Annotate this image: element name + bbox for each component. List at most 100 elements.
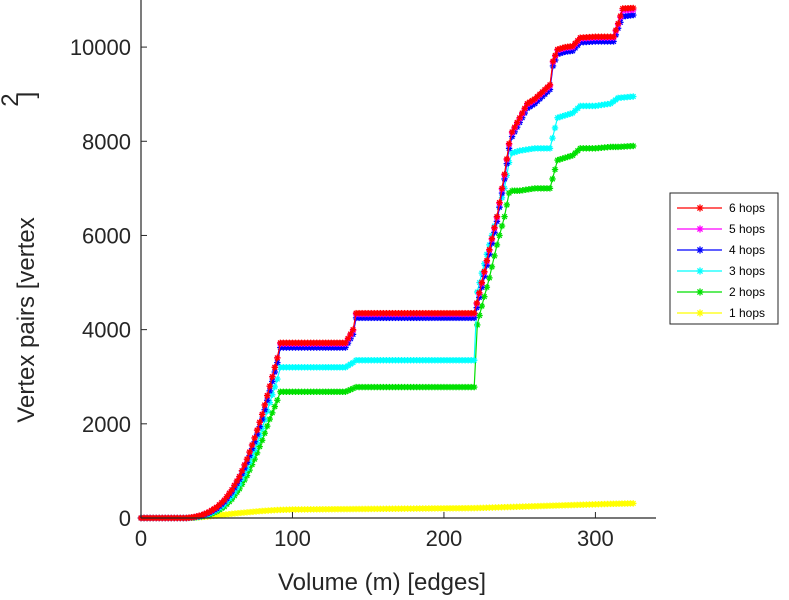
series-marker xyxy=(551,124,559,132)
series-marker xyxy=(486,274,493,282)
y-ticks: 0 2000 4000 6000 8000 10000 xyxy=(70,35,147,531)
legend-label: 3 hops xyxy=(729,264,765,278)
series-marker xyxy=(251,434,258,442)
x-tick-label: 200 xyxy=(426,526,463,551)
series-marker xyxy=(233,477,241,485)
series-marker xyxy=(630,4,637,12)
legend-label: 2 hops xyxy=(729,285,765,299)
series-1-hops xyxy=(137,500,637,522)
series-marker xyxy=(228,486,236,493)
series-marker xyxy=(223,493,231,500)
series-marker xyxy=(264,422,271,430)
series-marker xyxy=(505,140,513,147)
legend-label: 5 hops xyxy=(729,222,765,236)
series-marker xyxy=(274,397,281,404)
series-marker xyxy=(347,386,354,393)
series-line xyxy=(141,145,634,519)
y-axis-label-tail: ] xyxy=(13,92,40,99)
legend-marker xyxy=(696,204,704,212)
series-marker xyxy=(511,123,518,131)
series-marker xyxy=(491,252,498,260)
series-marker xyxy=(256,419,263,426)
series-marker xyxy=(238,467,246,474)
legend-marker xyxy=(696,309,704,317)
series-marker xyxy=(552,52,559,59)
series-marker xyxy=(498,185,506,192)
series-marker xyxy=(221,496,228,504)
x-ticks: 0 100 200 300 xyxy=(135,512,614,551)
legend-entry: 1 hops xyxy=(677,306,765,320)
series-marker xyxy=(271,383,278,391)
plot-lines xyxy=(137,4,637,522)
y-axis-label: Vertex pairs [vertex 2 ] xyxy=(0,92,40,423)
x-tick-label: 100 xyxy=(274,526,311,551)
series-marker xyxy=(271,403,278,410)
series-marker xyxy=(342,339,349,347)
series-marker xyxy=(474,321,481,329)
series-marker xyxy=(519,109,526,117)
series-marker xyxy=(498,222,506,230)
series-4-hops xyxy=(137,11,637,522)
series-marker xyxy=(610,33,617,40)
series-marker xyxy=(266,382,273,390)
y-axis-label-main: Vertex pairs [vertex xyxy=(13,217,40,422)
series-marker xyxy=(546,81,554,88)
series-marker xyxy=(258,411,266,418)
series-marker xyxy=(264,408,271,415)
series-marker xyxy=(481,293,488,300)
legend-label: 1 hops xyxy=(729,306,765,320)
series-5-hops xyxy=(137,6,637,522)
x-axis-label: Volume (m) [edges] xyxy=(278,569,486,596)
series-marker xyxy=(508,128,516,136)
series-marker xyxy=(226,489,233,497)
series-marker xyxy=(246,448,253,456)
series-marker xyxy=(630,142,637,150)
series-6-hops xyxy=(137,4,637,522)
y-tick-label: 6000 xyxy=(82,223,131,248)
legend-box xyxy=(669,192,779,325)
series-marker xyxy=(266,415,273,423)
series-marker xyxy=(258,437,266,444)
y-tick-label: 8000 xyxy=(82,129,131,154)
series-marker xyxy=(551,166,559,173)
series-marker xyxy=(503,155,511,163)
y-tick-label: 0 xyxy=(119,506,131,531)
series-marker xyxy=(614,20,622,27)
legend-entry: 4 hops xyxy=(677,243,765,257)
series-marker xyxy=(261,430,268,437)
series-marker xyxy=(274,354,281,362)
series-marker xyxy=(491,224,498,231)
series-marker xyxy=(476,289,483,296)
series-marker xyxy=(473,299,480,307)
series-line xyxy=(141,14,634,519)
series-marker xyxy=(503,201,511,209)
series-marker xyxy=(630,93,637,100)
series-marker xyxy=(274,375,281,383)
legend-entry: 2 hops xyxy=(677,285,765,299)
series-marker xyxy=(344,335,352,342)
series-marker xyxy=(248,441,256,449)
series-marker xyxy=(269,373,276,380)
series-marker xyxy=(612,26,620,34)
legend: 6 hops 5 hops 4 hops 3 hops 2 hops 1 hops xyxy=(669,192,779,325)
series-marker xyxy=(549,134,556,142)
series-marker xyxy=(521,105,528,112)
legend-entry: 6 hops xyxy=(677,201,765,215)
series-marker xyxy=(471,383,478,391)
series-marker xyxy=(264,392,271,399)
legend-label: 6 hops xyxy=(729,201,765,215)
series-marker xyxy=(476,312,483,319)
series-line xyxy=(141,7,634,519)
y-axis-label-superscript: 2 xyxy=(0,93,24,106)
legend-entry: 5 hops xyxy=(677,222,765,236)
series-marker xyxy=(513,119,521,126)
series-marker xyxy=(271,364,278,371)
series-marker xyxy=(488,235,496,242)
series-marker xyxy=(516,114,523,121)
series-marker xyxy=(546,185,554,192)
series-marker xyxy=(253,426,261,434)
series-marker xyxy=(486,246,493,253)
series-marker xyxy=(493,213,501,220)
series-marker xyxy=(549,58,557,65)
legend-marker xyxy=(696,225,704,233)
